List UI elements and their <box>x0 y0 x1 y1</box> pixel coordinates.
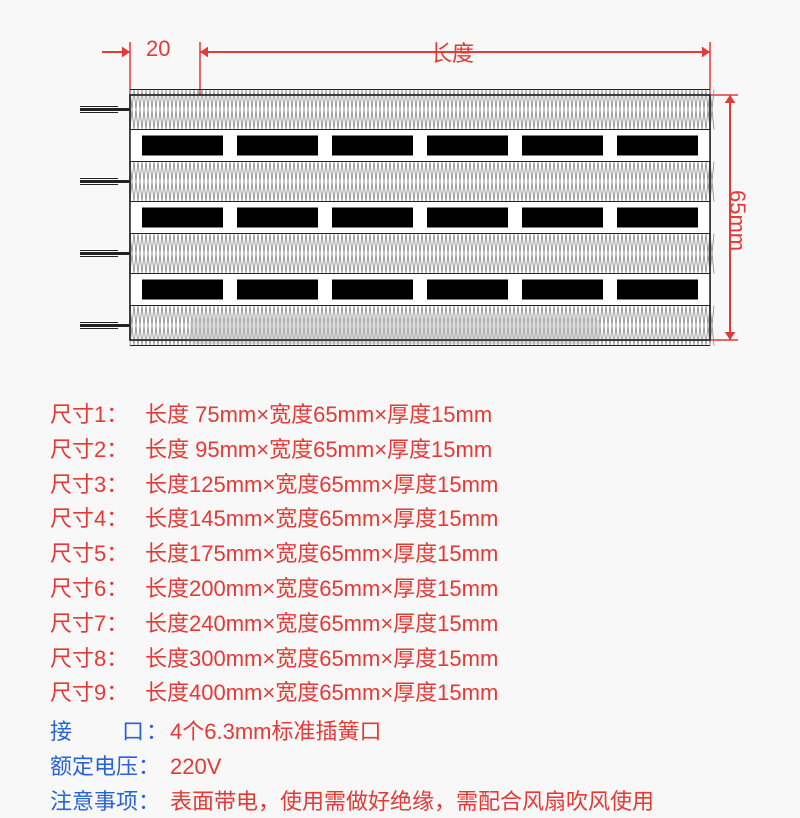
spec-label: 尺寸3： <box>50 470 145 501</box>
spec-row: 尺寸2：长度 95mm×宽度65mm×厚度15mm <box>50 435 760 466</box>
info-label: 额定电压： <box>50 750 170 783</box>
spec-value: 长度175mm×宽度65mm×厚度15mm <box>145 539 498 570</box>
info-list: 接 口：4个6.3mm标准插簧口额定电压：220V注意事项：表面带电，使用需做好… <box>40 715 760 818</box>
info-value: 220V <box>170 750 221 783</box>
spec-value: 长度 95mm×宽度65mm×厚度15mm <box>145 435 492 466</box>
info-label: 注意事项： <box>50 785 170 818</box>
spec-row: 尺寸6：长度200mm×宽度65mm×厚度15mm <box>50 574 760 605</box>
heater-schematic <box>40 30 760 370</box>
spec-value: 长度200mm×宽度65mm×厚度15mm <box>145 574 498 605</box>
spec-row: 尺寸9：长度400mm×宽度65mm×厚度15mm <box>50 678 760 709</box>
spec-label: 尺寸7： <box>50 609 145 640</box>
dim-left-label: 20 <box>146 36 170 62</box>
technical-diagram: 20 长度 65mm <box>40 30 760 370</box>
spec-label: 尺寸2： <box>50 435 145 466</box>
info-row: 接 口：4个6.3mm标准插簧口 <box>50 715 760 748</box>
spec-value: 长度145mm×宽度65mm×厚度15mm <box>145 504 498 535</box>
spec-value: 长度400mm×宽度65mm×厚度15mm <box>145 678 498 709</box>
info-value: 4个6.3mm标准插簧口 <box>170 715 381 748</box>
info-row: 额定电压：220V <box>50 750 760 783</box>
spec-label: 尺寸4： <box>50 504 145 535</box>
spec-label: 尺寸1： <box>50 400 145 431</box>
info-row: 注意事项：表面带电，使用需做好绝缘，需配合风扇吹风使用 <box>50 785 760 818</box>
spec-row: 尺寸4：长度145mm×宽度65mm×厚度15mm <box>50 504 760 535</box>
spec-row: 尺寸7：长度240mm×宽度65mm×厚度15mm <box>50 609 760 640</box>
spec-label: 尺寸5： <box>50 539 145 570</box>
spec-value: 长度300mm×宽度65mm×厚度15mm <box>145 644 498 675</box>
spec-label: 尺寸9： <box>50 678 145 709</box>
spec-row: 尺寸5：长度175mm×宽度65mm×厚度15mm <box>50 539 760 570</box>
spec-label: 尺寸8： <box>50 644 145 675</box>
spec-value: 长度240mm×宽度65mm×厚度15mm <box>145 609 498 640</box>
spec-row: 尺寸8：长度300mm×宽度65mm×厚度15mm <box>50 644 760 675</box>
info-value: 表面带电，使用需做好绝缘，需配合风扇吹风使用 <box>170 785 654 818</box>
spec-value: 长度125mm×宽度65mm×厚度15mm <box>145 470 498 501</box>
spec-value: 长度 75mm×宽度65mm×厚度15mm <box>145 400 492 431</box>
info-label: 接 口： <box>50 715 170 748</box>
dim-height-label: 65mm <box>724 190 750 251</box>
spec-list: 尺寸1：长度 75mm×宽度65mm×厚度15mm尺寸2：长度 95mm×宽度6… <box>40 400 760 709</box>
spec-row: 尺寸1：长度 75mm×宽度65mm×厚度15mm <box>50 400 760 431</box>
spec-row: 尺寸3：长度125mm×宽度65mm×厚度15mm <box>50 470 760 501</box>
dim-length-label: 长度 <box>430 36 474 68</box>
spec-label: 尺寸6： <box>50 574 145 605</box>
